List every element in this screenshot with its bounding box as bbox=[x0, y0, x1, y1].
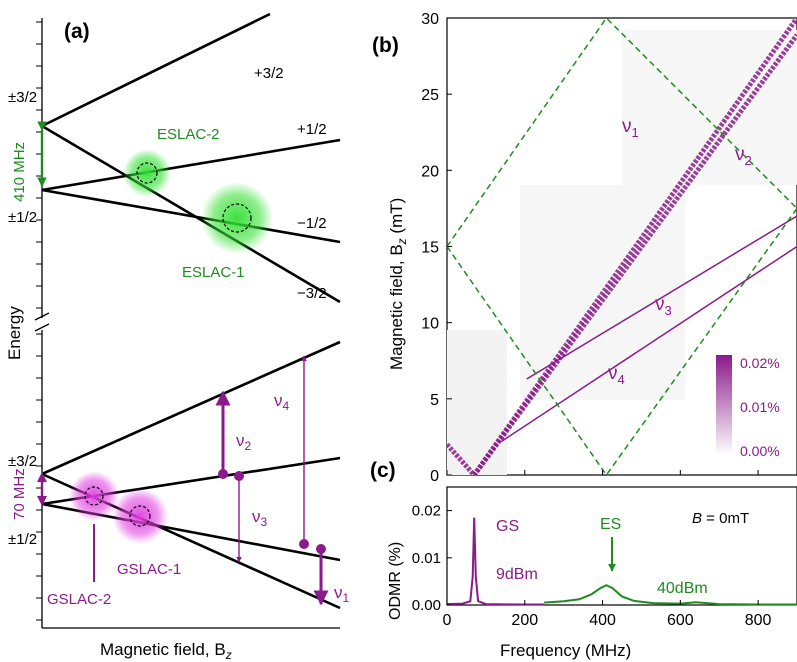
es-level-plus-1-2 bbox=[41, 138, 341, 192]
gslac-2-marker bbox=[84, 486, 104, 506]
c-x-tick-label: 0 bbox=[443, 612, 452, 629]
es-level-label: −1/2 bbox=[297, 215, 327, 232]
b-line-label-nu4: ν4 bbox=[608, 363, 625, 387]
es-level-minus-3-2 bbox=[41, 124, 341, 304]
transition-dot bbox=[218, 469, 228, 479]
es-level-label: +1/2 bbox=[297, 121, 327, 138]
gslac-1-marker bbox=[129, 505, 151, 527]
panel-a: (a) ±3/2 ±1/2 410 MHz +3/2 +1/2 −1/2 −3/… bbox=[5, 12, 350, 662]
eslac-2-glow bbox=[123, 149, 171, 197]
b-series--3 bbox=[526, 215, 797, 380]
odmr-gs-curve bbox=[446, 517, 545, 606]
es-level-minus-1-2 bbox=[41, 188, 341, 244]
transition-dot bbox=[299, 539, 309, 549]
b-series-eslac-boundary bbox=[447, 18, 797, 247]
c-axis-ticks: 0 200 400 600 800 0.00 0.01 0.02 bbox=[412, 503, 772, 629]
b-y-tick-label: 30 bbox=[421, 11, 439, 28]
panel-c-label: (c) bbox=[370, 459, 396, 482]
c-y-tick-label: 0.01 bbox=[412, 550, 441, 567]
gs-state-bottom: ±1/2 bbox=[8, 531, 37, 548]
transition-nu4-label: ν4 bbox=[274, 391, 290, 413]
b-series--1 bbox=[447, 33, 797, 475]
b-series--4 bbox=[500, 245, 797, 443]
gs-state-top: ±3/2 bbox=[8, 453, 37, 470]
eslac-1-marker bbox=[222, 203, 252, 233]
b-line-label-nu1: ν1 bbox=[622, 116, 639, 140]
a-axis-break-2 bbox=[34, 323, 50, 332]
b-y-axis-label: Magnetic field, Bz (mT) bbox=[387, 198, 409, 370]
b-axis-ticks: 0 5 10 15 20 25 30 bbox=[421, 11, 759, 485]
gslac-1-label: GSLAC-1 bbox=[117, 561, 181, 578]
b-series-eslac-boundary bbox=[447, 207, 797, 475]
colorbar-tick: 0.00% bbox=[740, 443, 780, 459]
gslac-2-glow bbox=[69, 471, 119, 521]
colorbar-tick: 0.02% bbox=[740, 355, 780, 371]
b-y-tick-label: 15 bbox=[421, 240, 439, 257]
es-state-bottom: ±1/2 bbox=[8, 209, 37, 226]
transition-dot bbox=[316, 544, 326, 554]
b-y-tick-label: 5 bbox=[430, 392, 439, 409]
transition-nu2-label: ν2 bbox=[236, 431, 252, 453]
odmr-es-curve bbox=[544, 584, 797, 606]
gs-level-top bbox=[41, 340, 341, 476]
b-series--2 bbox=[472, 18, 797, 475]
transition-dot bbox=[234, 471, 244, 481]
c-x-tick-label: 600 bbox=[667, 612, 694, 629]
b-line-label-nu3: ν3 bbox=[655, 294, 672, 318]
es-peak-label: ES bbox=[600, 516, 621, 533]
gs-splitting-label: 70 MHz bbox=[11, 468, 28, 520]
c-x-axis-label: Frequency (MHz) bbox=[500, 641, 631, 660]
c-field-note: B = 0mT bbox=[692, 510, 749, 527]
colorbar-tick: 0.01% bbox=[740, 399, 780, 415]
a-axis-break-1 bbox=[34, 312, 50, 321]
b-measured-region bbox=[622, 30, 797, 185]
panel-a-label: (a) bbox=[64, 20, 90, 43]
c-x-tick-label: 200 bbox=[511, 612, 538, 629]
eslac-2-label: ESLAC-2 bbox=[157, 126, 220, 143]
b-y-tick-label: 10 bbox=[421, 316, 439, 333]
gs-splitting-arrow-head-up bbox=[37, 472, 47, 482]
eslac-2-marker bbox=[136, 162, 158, 184]
c-y-axis-label: ODMR (%) bbox=[387, 542, 404, 620]
transition-nu1-label: ν1 bbox=[334, 583, 350, 605]
gs-power-label: 9dBm bbox=[496, 566, 538, 583]
c-plot-frame bbox=[446, 486, 797, 606]
transition-nu3-label: ν3 bbox=[252, 507, 268, 529]
a-x-axis-label: Magnetic field, Bz bbox=[100, 640, 232, 662]
b-line-label-nu2: ν2 bbox=[735, 144, 752, 168]
eslac-1-label: ESLAC-1 bbox=[182, 264, 245, 281]
b-y-tick-label: 25 bbox=[421, 87, 439, 104]
es-level-label: +3/2 bbox=[254, 65, 284, 82]
gslac-1-glow bbox=[112, 488, 168, 544]
gs-splitting-arrow-head-down bbox=[37, 496, 47, 506]
eslac-1-glow bbox=[201, 182, 273, 254]
panel-c: 0 200 400 600 800 0.00 0.01 0.02 (c) ODMR (%) F… bbox=[370, 459, 797, 660]
es-power-label: 40dBm bbox=[657, 580, 708, 597]
c-x-tick-label: 800 bbox=[745, 612, 772, 629]
es-level-label: −3/2 bbox=[297, 285, 327, 302]
panel-b-label: (b) bbox=[372, 34, 399, 57]
es-level-plus-3-2 bbox=[41, 12, 271, 128]
b-y-tick-label: 20 bbox=[421, 163, 439, 180]
a-energy-label: Energy bbox=[5, 306, 24, 360]
es-state-top: ±3/2 bbox=[8, 89, 37, 106]
gs-peak-label: GS bbox=[496, 518, 519, 535]
b-y-tick-label: 0 bbox=[430, 468, 439, 485]
colorbar bbox=[716, 355, 732, 455]
c-x-tick-label: 400 bbox=[589, 612, 616, 629]
c-y-tick-label: 0.02 bbox=[412, 503, 441, 520]
c-y-tick-label: 0.00 bbox=[412, 597, 441, 614]
b-measured-region bbox=[447, 330, 507, 475]
es-splitting-label: 410 MHz bbox=[11, 142, 28, 202]
gslac-2-label: GSLAC-2 bbox=[47, 591, 111, 608]
b-data-lines bbox=[447, 18, 797, 475]
